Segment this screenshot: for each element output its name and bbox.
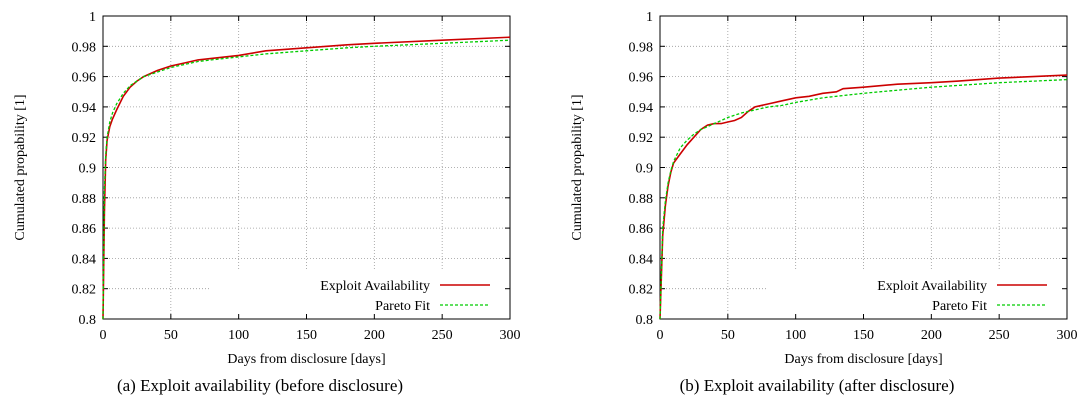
series-line-pareto-fit <box>102 39 511 320</box>
x-tick-label: 150 <box>853 328 874 343</box>
y-tick-label: 0.9 <box>79 162 97 177</box>
y-tick-label: 0.88 <box>629 192 654 207</box>
x-tick-label: 0 <box>100 328 107 343</box>
x-tick-label: 50 <box>164 328 178 343</box>
y-tick-label: 0.86 <box>629 222 654 237</box>
series-line-exploit-availability <box>659 74 1068 320</box>
y-tick-label: 0.8 <box>636 313 654 328</box>
y-tick-label: 0.8 <box>79 313 97 328</box>
chart-panel-b: 0.8 0.82 0.84 0.86 0.88 0.9 0.92 0.94 0.96 0.98 1 0… <box>557 0 1089 408</box>
y-tick-label: 0.9 <box>636 162 654 177</box>
series-line-exploit-availability <box>102 36 511 320</box>
y-tick-label: 1 <box>646 10 653 25</box>
legend-label: Pareto Fit <box>375 299 430 314</box>
y-tick-label: 0.98 <box>629 40 654 55</box>
y-tick-label: 0.86 <box>72 222 97 237</box>
x-axis-title: Days from disclosure [days] <box>227 352 385 367</box>
chart-b-caption: (b) Exploit availability (after disclosu… <box>679 376 955 395</box>
x-tick-label: 200 <box>364 328 385 343</box>
x-tick-label: 50 <box>721 328 735 343</box>
y-axis-title: Cumulated propability [1] <box>570 94 585 240</box>
x-tick-label: 200 <box>921 328 942 343</box>
y-tick-label: 0.84 <box>629 252 654 267</box>
legend-label: Exploit Availability <box>877 279 987 294</box>
x-tick-label: 150 <box>296 328 317 343</box>
chart-a-caption: (a) Exploit availability (before disclos… <box>116 376 404 395</box>
y-tick-label: 0.94 <box>629 101 654 116</box>
chart-b-svg: 0.80.820.840.860.880.90.920.940.960.9810… <box>570 10 1078 367</box>
x-tick-label: 250 <box>989 328 1010 343</box>
x-tick-label: 100 <box>228 328 249 343</box>
x-tick-label: 250 <box>432 328 453 343</box>
y-tick-label: 0.92 <box>629 131 654 146</box>
y-tick-label: 0.88 <box>72 192 97 207</box>
y-tick-label: 0.84 <box>72 252 97 267</box>
chart-panel-a: 0.8 0.82 0.84 0.86 0.88 0.9 0.92 0.94 0.96 0.98 1 0… <box>0 0 544 408</box>
legend-label: Pareto Fit <box>932 299 987 314</box>
y-tick-label: 0.96 <box>72 71 97 86</box>
y-tick-label: 0.96 <box>629 71 654 86</box>
x-tick-label: 300 <box>500 328 521 343</box>
x-axis-title: Days from disclosure [days] <box>784 352 942 367</box>
x-tick-label: 0 <box>657 328 664 343</box>
y-tick-label: 0.98 <box>72 40 97 55</box>
series-line-pareto-fit <box>659 78 1068 320</box>
y-tick-label: 1 <box>89 10 96 25</box>
y-tick-label: 0.92 <box>72 131 97 146</box>
y-tick-label: 0.82 <box>72 283 97 298</box>
chart-a-svg: 0.80.820.840.860.880.90.920.940.960.9810… <box>13 10 521 367</box>
y-tick-label: 0.82 <box>629 283 654 298</box>
x-tick-label: 100 <box>785 328 806 343</box>
x-tick-label: 300 <box>1057 328 1078 343</box>
y-tick-label: 0.94 <box>72 101 97 116</box>
legend-label: Exploit Availability <box>320 279 430 294</box>
y-axis-title: Cumulated propability [1] <box>13 94 28 240</box>
